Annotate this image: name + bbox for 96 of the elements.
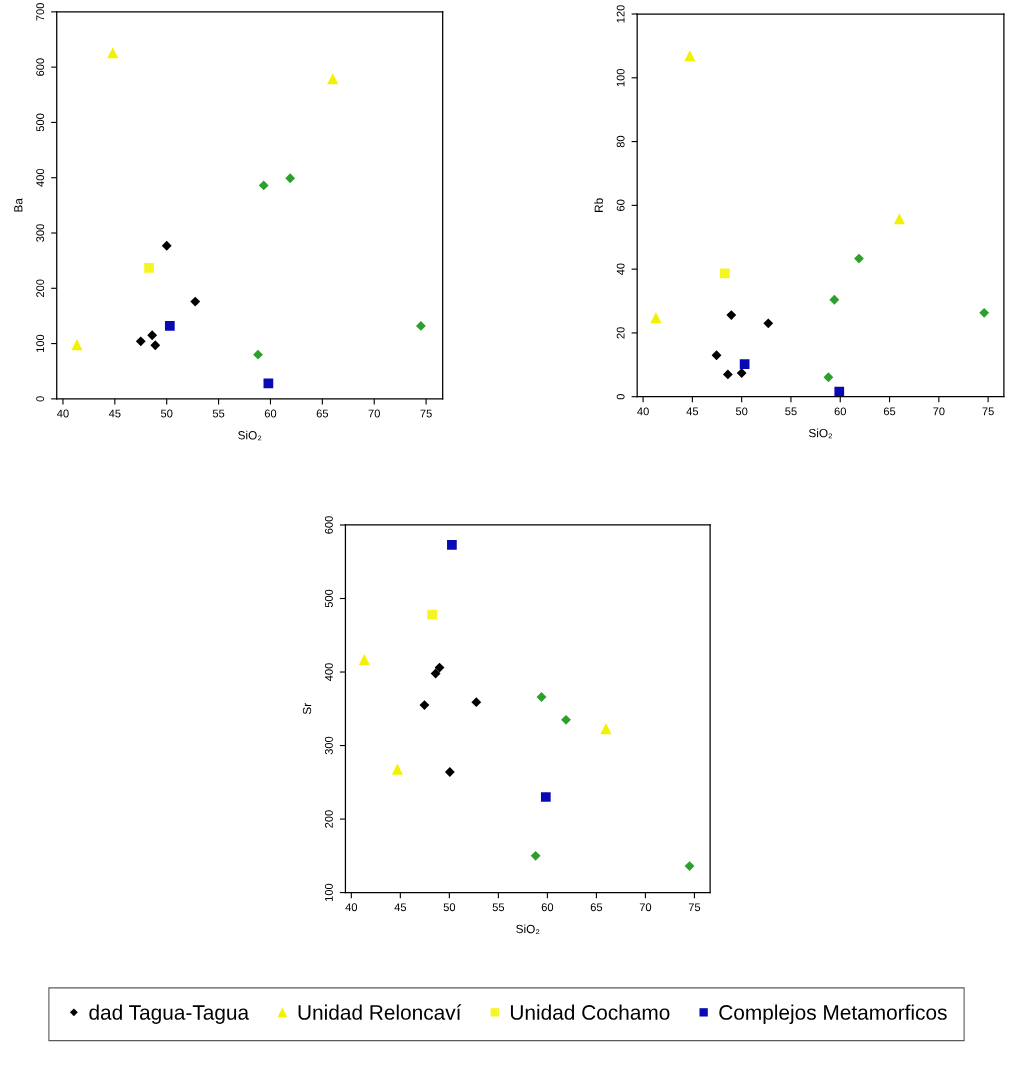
y-axis-title: Rb bbox=[594, 198, 603, 212]
point bbox=[434, 662, 445, 673]
x-tick-label: 45 bbox=[394, 903, 407, 912]
x-tick-label: 65 bbox=[316, 409, 329, 418]
y-tick-label: 400 bbox=[36, 168, 45, 187]
y-tick-label: 700 bbox=[36, 3, 45, 21]
point bbox=[258, 180, 269, 191]
x-axis-title: SiO₂ bbox=[238, 430, 262, 441]
point bbox=[419, 700, 430, 711]
point bbox=[447, 539, 457, 550]
point bbox=[427, 609, 438, 620]
x-tick-label: 60 bbox=[834, 407, 846, 416]
x-tick-label: 60 bbox=[541, 903, 554, 912]
point bbox=[253, 349, 263, 360]
y-tick-label: 200 bbox=[324, 810, 333, 828]
point bbox=[161, 240, 172, 251]
y-tick-label: 80 bbox=[616, 135, 625, 148]
point bbox=[358, 653, 370, 666]
x-axis-title: SiO₂ bbox=[516, 924, 540, 935]
point bbox=[135, 336, 146, 347]
x-tick-label: 55 bbox=[212, 409, 225, 418]
y-tick-label: 0 bbox=[36, 396, 45, 402]
point bbox=[763, 318, 774, 329]
y-axis-title: Sr bbox=[302, 703, 312, 715]
point bbox=[430, 668, 441, 679]
point bbox=[979, 307, 990, 318]
point bbox=[471, 697, 482, 708]
point bbox=[720, 268, 730, 279]
point bbox=[893, 213, 905, 225]
point bbox=[561, 714, 571, 725]
point bbox=[540, 792, 551, 802]
x-tick-label: 40 bbox=[637, 407, 649, 416]
point bbox=[536, 692, 547, 702]
x-tick-label: 65 bbox=[883, 407, 896, 416]
point bbox=[600, 723, 612, 735]
point bbox=[190, 296, 201, 307]
x-tick-label: 70 bbox=[639, 903, 652, 912]
x-tick-label: 55 bbox=[492, 903, 505, 912]
x-tick-label: 55 bbox=[785, 407, 797, 416]
point bbox=[736, 368, 747, 379]
y-tick-label: 300 bbox=[36, 224, 45, 242]
point bbox=[71, 339, 83, 351]
legend-label: Unidad Reloncaví bbox=[298, 1004, 462, 1020]
point bbox=[739, 359, 750, 370]
y-tick-label: 500 bbox=[324, 589, 333, 608]
x-tick-label: 70 bbox=[368, 409, 380, 418]
point bbox=[144, 262, 154, 273]
x-tick-label: 45 bbox=[108, 409, 121, 418]
legend-label: Unidad Cochamo bbox=[510, 1004, 670, 1020]
y-tick-label: 300 bbox=[324, 736, 333, 755]
x-axis-title: SiO₂ bbox=[808, 428, 833, 439]
point bbox=[147, 330, 158, 341]
x-tick-label: 65 bbox=[590, 903, 603, 912]
point bbox=[650, 312, 662, 324]
point bbox=[834, 386, 845, 397]
point bbox=[722, 369, 733, 380]
x-tick-label: 50 bbox=[160, 409, 173, 418]
y-tick-label: 20 bbox=[616, 327, 625, 339]
x-tick-label: 40 bbox=[57, 409, 69, 418]
y-tick-label: 100 bbox=[36, 334, 45, 352]
x-tick-label: 40 bbox=[345, 903, 358, 912]
x-tick-label: 60 bbox=[264, 409, 277, 418]
point bbox=[684, 861, 695, 872]
x-tick-label: 70 bbox=[933, 407, 945, 416]
point bbox=[164, 321, 175, 331]
y-tick-label: 200 bbox=[36, 279, 45, 297]
x-tick-label: 45 bbox=[686, 407, 699, 416]
x-tick-label: 75 bbox=[420, 409, 432, 418]
legend-label: Complejos Metamorficos bbox=[719, 1004, 947, 1024]
y-tick-label: 40 bbox=[616, 263, 625, 276]
point bbox=[829, 294, 840, 305]
y-tick-label: 120 bbox=[616, 5, 625, 23]
y-tick-label: 400 bbox=[324, 663, 333, 682]
y-tick-label: 100 bbox=[616, 68, 625, 87]
y-tick-label: 0 bbox=[616, 394, 625, 400]
point bbox=[150, 340, 161, 351]
x-tick-label: 75 bbox=[688, 903, 701, 912]
y-tick-label: 60 bbox=[616, 199, 625, 211]
y-axis-title: Ba bbox=[14, 198, 23, 212]
point bbox=[854, 253, 864, 264]
point bbox=[415, 320, 426, 331]
point bbox=[711, 350, 722, 361]
y-tick-label: 100 bbox=[324, 883, 333, 902]
x-tick-label: 50 bbox=[443, 903, 456, 912]
point bbox=[530, 850, 541, 861]
x-tick-label: 50 bbox=[735, 407, 748, 416]
point bbox=[444, 767, 455, 777]
point bbox=[285, 173, 296, 184]
y-tick-label: 500 bbox=[36, 113, 45, 132]
point bbox=[391, 763, 403, 775]
point bbox=[823, 372, 834, 383]
y-tick-label: 600 bbox=[36, 58, 45, 76]
point bbox=[726, 310, 737, 320]
y-tick-label: 600 bbox=[324, 516, 333, 534]
x-tick-label: 75 bbox=[982, 407, 994, 416]
legend-label: dad Tagua-Tagua bbox=[89, 1004, 250, 1024]
